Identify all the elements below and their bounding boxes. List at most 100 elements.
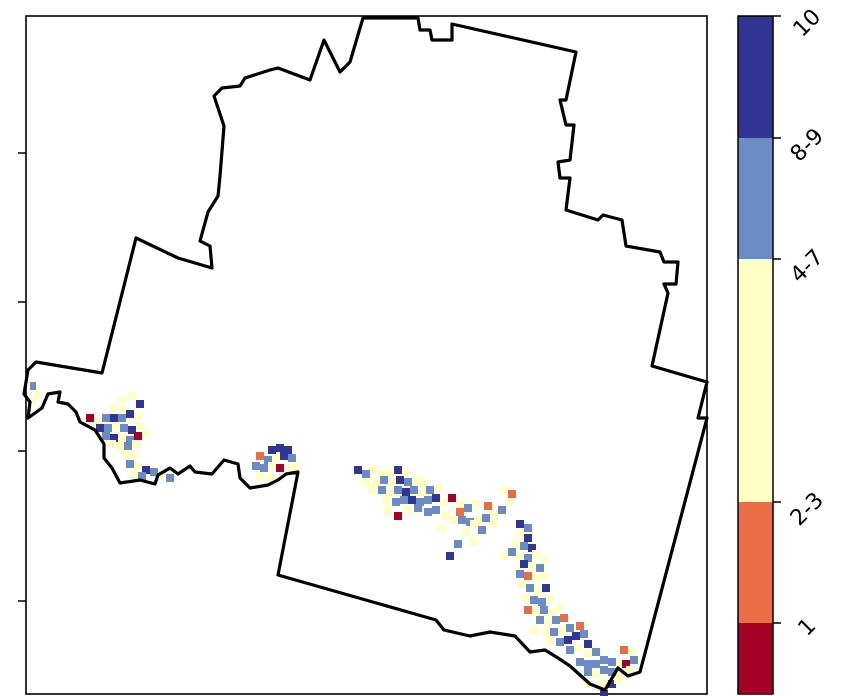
raster-cell <box>354 466 362 474</box>
raster-cell <box>252 462 260 470</box>
raster-cell <box>500 552 508 560</box>
raster-cell <box>464 504 472 512</box>
raster-cell <box>30 398 36 404</box>
raster-cell <box>268 462 276 470</box>
raster-cell <box>566 624 574 632</box>
raster-cell <box>424 496 432 504</box>
raster-cell <box>372 478 380 486</box>
raster-cell <box>286 464 294 472</box>
raster-cell <box>134 412 142 420</box>
raster-cell <box>104 424 112 432</box>
raster-cell <box>378 486 386 494</box>
raster-cell <box>138 472 146 480</box>
raster-cell <box>264 456 272 464</box>
raster-cell <box>522 594 530 602</box>
colorbar-frame <box>737 15 774 695</box>
raster-cell <box>396 476 404 484</box>
raster-cell <box>438 524 446 532</box>
colorbar-label-2-3: 2-3 <box>786 488 829 531</box>
raster-cell <box>388 478 396 486</box>
raster-cell <box>120 406 128 414</box>
raster-cell <box>630 656 638 664</box>
raster-cell <box>482 514 490 522</box>
raster-cell <box>124 442 132 450</box>
raster-cell <box>378 470 386 478</box>
raster-cell <box>542 628 550 636</box>
raster-cell <box>600 656 608 664</box>
raster-cell <box>118 414 126 422</box>
raster-cell <box>584 650 592 658</box>
raster-cell <box>614 676 622 684</box>
raster-cell <box>94 418 102 426</box>
raster-cell <box>520 560 528 568</box>
raster-cell <box>362 470 370 478</box>
raster-cell <box>536 564 544 572</box>
raster-cell <box>420 478 428 486</box>
raster-cell <box>128 392 136 400</box>
raster-cell <box>558 626 566 634</box>
raster-cell <box>284 446 292 454</box>
raster-cell <box>118 396 126 404</box>
raster-cell <box>126 460 134 468</box>
raster-cell <box>368 486 376 494</box>
raster-cell <box>520 542 528 550</box>
raster-cell <box>552 616 560 624</box>
raster-cell <box>440 498 448 506</box>
colorbar-label-1: 1 <box>794 614 822 642</box>
raster-cell <box>126 436 134 444</box>
colorbar: 10 8-9 4-7 2-3 1 <box>737 5 829 695</box>
raster-cell <box>136 400 144 408</box>
raster-cell <box>608 680 616 688</box>
axis-ticks <box>18 152 26 602</box>
raster-cell <box>572 632 580 640</box>
raster-cell <box>556 604 564 612</box>
raster-cell <box>380 476 388 484</box>
raster-cell <box>584 660 592 668</box>
raster-cell <box>490 520 498 528</box>
raster-cell <box>506 496 514 504</box>
raster-cell <box>394 512 402 520</box>
raster-cell <box>584 668 592 676</box>
raster-cell <box>116 442 124 450</box>
raster-cell <box>532 608 540 616</box>
raster-cell <box>448 494 456 502</box>
raster-cell <box>134 432 142 440</box>
raster-cell <box>470 520 478 528</box>
raster-cell <box>512 540 520 548</box>
raster-cell <box>382 496 390 504</box>
raster-cell <box>268 446 276 454</box>
raster-cell <box>362 478 370 486</box>
raster-cell <box>110 404 118 412</box>
raster-cell <box>434 484 442 492</box>
raster-cell <box>132 440 140 448</box>
raster-cell <box>446 552 454 560</box>
raster-cell <box>470 538 478 546</box>
raster-cell <box>370 466 378 474</box>
raster-cell <box>592 648 600 656</box>
raster-cell <box>118 434 126 442</box>
raster-cell <box>592 660 600 668</box>
colorbar-segment-10 <box>738 16 773 138</box>
raster-cell <box>620 646 628 654</box>
raster-cell <box>484 502 492 510</box>
raster-cell <box>454 540 462 548</box>
raster-cell <box>404 506 412 514</box>
raster-cell <box>130 470 138 478</box>
raster-cell <box>86 414 94 422</box>
raster-cell <box>394 486 402 494</box>
raster-cell <box>256 452 264 460</box>
raster-cells <box>30 382 638 696</box>
raster-cell <box>110 434 118 442</box>
raster-cell <box>540 556 548 564</box>
raster-cell <box>122 450 130 458</box>
raster-cell <box>102 414 110 422</box>
raster-cell <box>542 584 550 592</box>
region-boundary <box>22 16 709 692</box>
raster-cell <box>424 508 432 516</box>
raster-cell <box>418 488 426 496</box>
raster-cell <box>102 432 110 440</box>
raster-cell <box>608 668 616 676</box>
raster-cell <box>276 464 284 472</box>
raster-cell <box>414 504 422 512</box>
